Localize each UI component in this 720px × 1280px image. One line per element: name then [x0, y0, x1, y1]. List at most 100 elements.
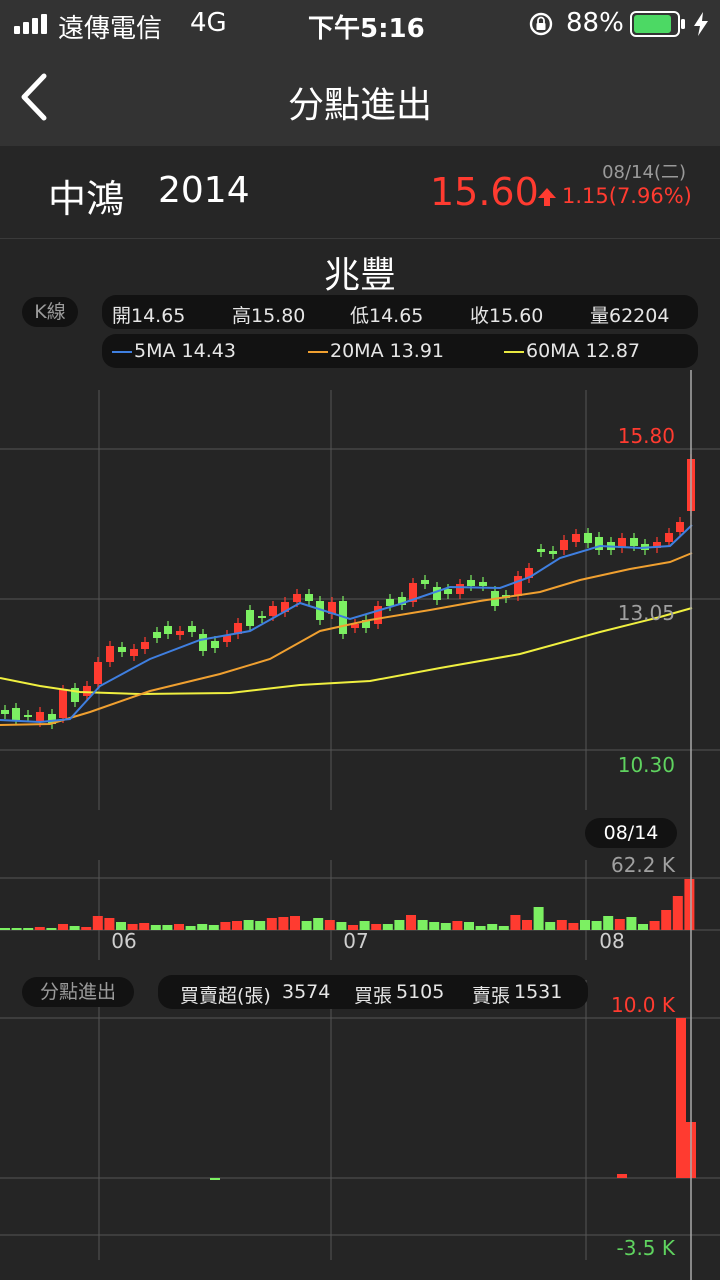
candle-body — [59, 690, 67, 718]
candle-body — [444, 589, 452, 594]
volume-bar — [614, 919, 625, 930]
volume-bar — [162, 925, 173, 930]
candle-body — [374, 606, 382, 624]
volume-bar — [591, 921, 602, 930]
ma5-value: 5MA 14.43 — [134, 340, 236, 362]
volume-bar — [394, 920, 405, 930]
volume-bar — [69, 926, 80, 930]
candle-body — [1, 710, 9, 714]
ma5-legend-line — [112, 351, 132, 353]
candle-body — [164, 626, 172, 634]
flow-bar — [676, 1018, 686, 1178]
ma20-value: 20MA 13.91 — [330, 340, 444, 362]
volume-bar — [197, 924, 208, 930]
candle-body — [409, 583, 417, 602]
open-value: 開14.65 — [112, 305, 186, 327]
volume-bar — [243, 920, 254, 930]
volume-bar — [266, 918, 277, 930]
volume-bar — [545, 922, 556, 930]
chart-grid — [0, 390, 720, 1260]
high-value: 高15.80 — [232, 305, 306, 327]
quote-header: 中鴻 2014 08/14(二) 15.60 1.15(7.96%) — [0, 146, 720, 239]
candle-body — [199, 634, 207, 651]
volume-bar — [127, 924, 138, 930]
volume-bar — [301, 921, 312, 930]
candle-body — [362, 620, 370, 628]
ma60-value: 60MA 12.87 — [526, 340, 640, 362]
ma5-line — [0, 524, 693, 724]
battery-percent: 88% — [566, 8, 624, 38]
volume-bar — [92, 916, 103, 930]
ma-panel: 5MA 14.43 20MA 13.91 60MA 12.87 — [102, 334, 698, 368]
month-label-07: 07 — [343, 929, 368, 953]
candle-body — [305, 594, 313, 601]
volume-bar — [510, 915, 521, 930]
low-value: 低14.65 — [350, 305, 424, 327]
volume-bar — [417, 920, 428, 930]
candle-body — [433, 587, 441, 600]
axis-label-top: 15.80 — [618, 424, 675, 448]
kline-chart[interactable]: 15.80 13.05 10.30 08/14 62.2 K 06 07 08 … — [0, 370, 720, 1280]
volume-bar — [348, 925, 358, 930]
stock-code: 2014 — [158, 170, 250, 211]
volume-bar — [34, 927, 45, 930]
volume-bar — [174, 924, 184, 930]
flow-tag[interactable]: 分點進出 — [22, 977, 134, 1007]
volume-bar — [429, 922, 440, 930]
volume-bar — [313, 918, 324, 930]
buy-value: 5105 — [396, 981, 445, 1003]
volume-bar — [672, 896, 683, 930]
candle-body — [537, 549, 545, 552]
candle-body — [525, 568, 533, 578]
candle-body — [630, 538, 638, 546]
volume-bar — [440, 923, 451, 930]
date-marker: 08/14 — [604, 822, 659, 844]
sell-label: 賣張 — [472, 985, 511, 1007]
volume-bar — [533, 907, 544, 930]
candle-body — [572, 534, 580, 542]
candle-body — [141, 642, 149, 649]
volume-bar — [290, 916, 300, 930]
candle-body — [234, 623, 242, 634]
volume-bar — [556, 920, 567, 930]
quote-date: 08/14(二) — [602, 162, 686, 183]
volume-bar — [359, 921, 370, 930]
candle-body — [328, 602, 336, 614]
sell-value: 1531 — [514, 981, 563, 1003]
page-title: 分點進出 — [287, 85, 432, 126]
signal-icon — [14, 14, 47, 34]
candle-body — [316, 601, 324, 620]
candle-body — [421, 580, 429, 584]
candle-body — [106, 646, 114, 662]
volume-bar — [649, 921, 660, 930]
candle-body — [479, 582, 487, 586]
flow-axis-bottom: -3.5 K — [617, 1236, 676, 1260]
volume-bar — [580, 920, 590, 930]
kline-tag[interactable]: K線 — [22, 297, 78, 327]
volume-bar — [661, 910, 672, 930]
candle-body — [676, 522, 684, 532]
back-chevron-icon[interactable] — [16, 72, 52, 122]
volume-max-label: 62.2 K — [611, 853, 676, 877]
price-change: 1.15(7.96%) — [562, 184, 692, 208]
candle-body — [12, 708, 20, 720]
candle-body — [36, 712, 44, 722]
volume-bar — [464, 922, 474, 930]
volume-bar — [232, 921, 242, 930]
volume-bar — [568, 923, 579, 930]
candle-body — [71, 688, 79, 702]
flow-bar — [617, 1174, 627, 1178]
moving-average-lines — [0, 524, 693, 726]
candle-body — [549, 551, 557, 554]
flow-summary-panel: 買賣超(張) 3574 買張 5105 賣張 1531 — [158, 975, 588, 1009]
ma60-line — [0, 607, 693, 696]
volume-bar — [324, 920, 335, 930]
candle-body — [293, 594, 301, 602]
volume-bar — [139, 923, 150, 930]
candle-body — [269, 606, 277, 616]
month-label-06: 06 — [111, 929, 136, 953]
volume-bar — [116, 922, 126, 930]
volume-bar — [406, 915, 416, 930]
candlesticks — [1, 454, 695, 729]
flow-bars — [210, 1018, 696, 1180]
